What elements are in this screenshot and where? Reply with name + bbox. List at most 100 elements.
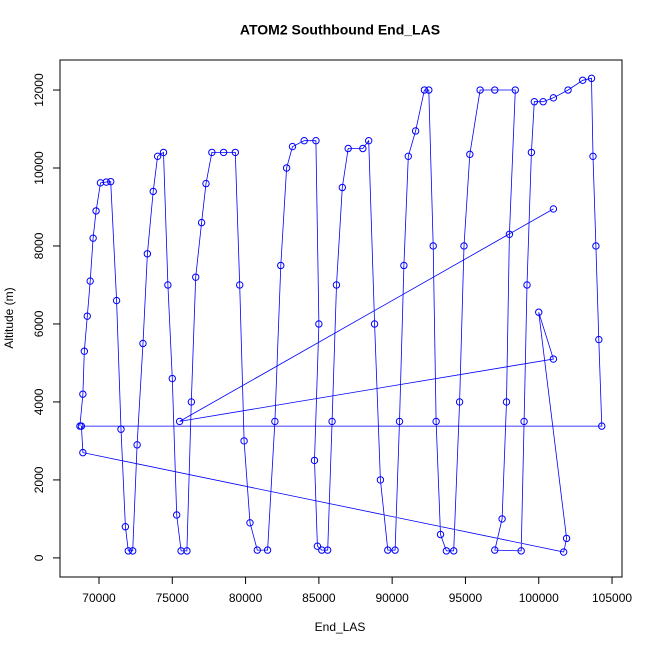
point (338, 183, 347, 192)
point (549, 355, 558, 363)
point (562, 534, 571, 543)
point (271, 417, 279, 426)
y-tick-label: 8000 (32, 232, 46, 259)
point (246, 519, 254, 527)
point (240, 437, 248, 445)
point (391, 546, 399, 554)
plot-frame (59, 59, 623, 578)
x-tick-label: 75000 (156, 591, 190, 605)
point (476, 86, 484, 94)
point (344, 144, 352, 153)
x-tick-label: 80000 (229, 591, 263, 605)
point (107, 177, 115, 186)
point (164, 281, 172, 289)
x-tick-label: 95000 (449, 591, 483, 605)
point (153, 152, 162, 161)
point (549, 94, 558, 102)
x-tick-label: 105000 (592, 591, 632, 605)
point (376, 476, 385, 484)
point (432, 417, 440, 426)
point (535, 308, 543, 316)
point (197, 218, 206, 227)
y-axis-label: Altitude (m) (2, 287, 16, 348)
point (172, 511, 181, 519)
point (177, 547, 185, 555)
point (502, 398, 511, 406)
point (202, 179, 210, 188)
point (313, 542, 322, 550)
point (523, 281, 531, 289)
point (121, 523, 130, 531)
point (300, 137, 308, 145)
point (595, 335, 603, 344)
point (117, 425, 125, 433)
point (79, 448, 87, 457)
point (263, 546, 272, 554)
point (83, 312, 91, 320)
point (332, 281, 341, 289)
point (589, 152, 597, 161)
point (236, 281, 244, 289)
point (288, 142, 297, 151)
point (539, 98, 547, 106)
point (312, 137, 320, 145)
point (129, 547, 137, 555)
point (92, 207, 100, 215)
y-tick-label: 4000 (32, 388, 46, 415)
point (359, 144, 367, 153)
point (598, 422, 606, 430)
point (86, 277, 94, 285)
point (420, 86, 429, 94)
x-tick-label: 100000 (519, 591, 559, 605)
point (404, 152, 412, 161)
point (219, 148, 228, 157)
point (436, 530, 445, 539)
point (282, 164, 291, 172)
point (559, 548, 568, 556)
point (579, 76, 587, 84)
point (231, 148, 240, 157)
point (192, 273, 200, 281)
point (277, 261, 285, 270)
point (429, 242, 437, 250)
point (139, 339, 147, 348)
point (102, 178, 111, 186)
point (400, 261, 408, 270)
point (592, 242, 600, 250)
point (517, 547, 525, 555)
point (395, 417, 404, 426)
point (511, 86, 519, 94)
point (442, 547, 451, 555)
x-axis-label: End_LAS (315, 620, 366, 634)
point (310, 456, 319, 465)
point (79, 390, 87, 398)
point (168, 374, 176, 383)
y-tick-label: 6000 (32, 310, 46, 337)
point (370, 320, 379, 328)
point (520, 417, 528, 426)
point (323, 546, 332, 554)
chart-title: ATOM2 Southbound End_LAS (240, 22, 440, 38)
point (455, 398, 464, 406)
point (411, 127, 420, 135)
point (175, 417, 184, 426)
x-tick-label: 85000 (302, 591, 336, 605)
y-tick-label: 10000 (32, 151, 46, 185)
point (315, 320, 323, 328)
point (491, 86, 499, 94)
point (159, 148, 168, 157)
point (328, 417, 336, 426)
point (77, 422, 86, 430)
point (491, 546, 499, 554)
point (530, 98, 539, 106)
point (183, 547, 191, 555)
point (384, 546, 392, 554)
y-tick-label: 0 (32, 554, 46, 561)
point (425, 86, 433, 94)
point (527, 148, 536, 157)
point (498, 515, 506, 523)
point (587, 74, 596, 83)
point (143, 250, 152, 258)
point (365, 137, 373, 145)
